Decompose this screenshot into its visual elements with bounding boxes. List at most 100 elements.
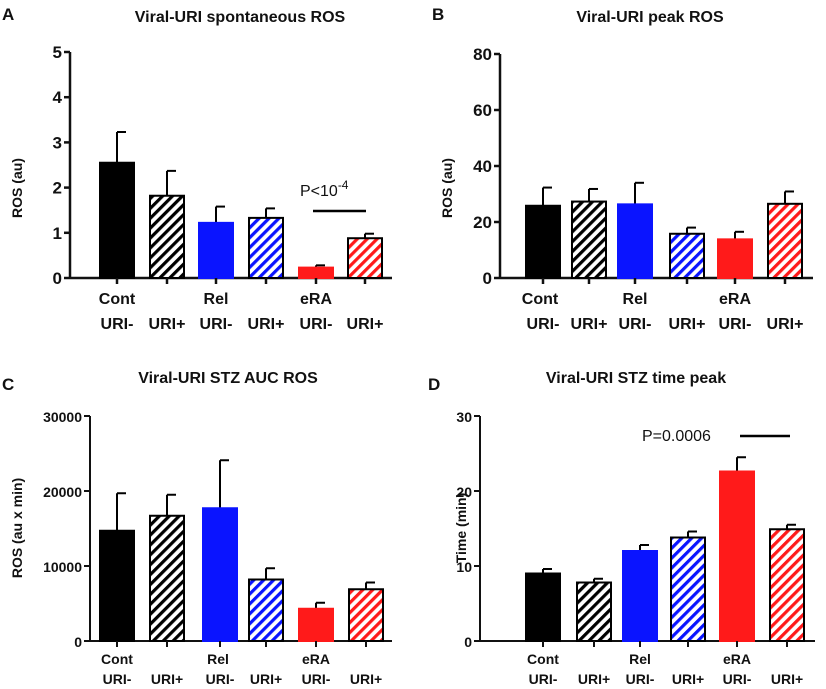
x-tick-label: URI+ [347,316,384,333]
p-value-text: P<10 [300,183,338,200]
bar [525,572,561,642]
y-tick-label: 60 [473,101,492,120]
y-tick-label: 30000 [43,409,82,425]
significance-label: P=0.0006 [642,428,711,445]
x-tick-label: URI+ [350,671,382,687]
x-tick-label: URI+ [248,316,285,333]
x-tick-label: URI- [200,316,233,333]
bar [347,237,383,279]
plot-area: 0 20 40 60 80 URI- URI+ URI- URI+ URI- URI+ Cont Rel… [473,45,813,333]
bar [622,550,658,642]
y-tick-label: 1 [53,224,62,243]
panel-c: C Viral-URI STZ AUC ROS ROS (au x min) 0… [2,370,392,687]
panel-label: D [428,375,440,394]
bar [99,529,135,642]
p-value-exponent: -4 [338,178,349,192]
bar [348,588,384,642]
plot-area: 0 1 2 3 4 5 URI- URI+ URI- URI+ URI- URI+ Cont Rel eRA… [53,43,392,333]
group-label: eRA [302,651,330,667]
x-tick-label: URI+ [149,316,186,333]
y-tick-label: 80 [473,45,492,64]
chart-title: Viral-URI spontaneous ROS [135,9,346,26]
y-tick-label: 10000 [43,559,82,575]
y-axis-label: ROS (au x min) [9,478,25,578]
plot-area: 0 10000 20000 30000 URI- URI+ URI- URI+ URI- URI+… [43,409,392,687]
x-tick-label: URI- [206,671,235,687]
y-tick-label: 2 [53,179,62,198]
y-tick-label: 0 [74,634,82,650]
bar [149,514,185,642]
panel-d: D Viral-URI STZ time peak Time (min) 0 10… [428,370,815,687]
y-tick-label: 5 [53,43,62,62]
y-tick-label: 4 [53,88,63,107]
bar [717,238,753,279]
group-label: Rel [623,291,648,308]
bar [298,266,334,280]
group-label: eRA [723,651,751,667]
x-tick-label: URI+ [250,671,282,687]
y-axis-label: Time (min) [453,493,469,564]
group-label: Rel [207,651,229,667]
x-tick-label: URI+ [771,671,803,687]
bar [248,578,284,642]
bar [767,202,803,279]
x-tick-label: URI- [626,671,655,687]
y-tick-label: 3 [53,133,62,152]
x-tick-label: URI- [302,671,331,687]
panel-b: B Viral-URI peak ROS ROS (au) 0 20 40 60 80 U… [432,5,813,333]
x-tick-label: URI+ [578,671,610,687]
group-label: eRA [719,291,751,308]
chart-title: Viral-URI STZ AUC ROS [138,370,318,387]
x-tick-label: URI+ [151,671,183,687]
bar [617,203,653,279]
y-tick-label: 10 [456,559,472,575]
group-label: Cont [527,651,559,667]
x-tick-label: URI+ [767,316,804,333]
plot-area: 0 10 20 30 URI- URI+ URI- URI+ URI- URI+ Cont Rel eR… [456,409,815,687]
x-tick-label: URI+ [571,316,608,333]
panel-label: A [2,5,14,24]
bar [576,581,612,642]
x-tick-label: URI+ [669,316,706,333]
group-label: Rel [204,291,229,308]
y-tick-label: 0 [464,634,472,650]
x-tick-label: URI- [103,671,132,687]
bar [669,232,705,279]
group-label: Cont [522,291,559,308]
x-tick-label: URI- [529,671,558,687]
chart-title: Viral-URI STZ time peak [546,370,726,387]
y-axis-label: ROS (au) [439,158,455,218]
x-tick-label: URI- [101,316,134,333]
bar [571,200,607,279]
group-label: Cont [101,651,133,667]
y-tick-label: 30 [456,409,472,425]
panel-label: B [432,5,444,24]
bar [769,528,805,642]
bar [202,507,238,642]
y-tick-label: 0 [53,269,62,288]
y-tick-label: 20000 [43,484,82,500]
panel-a: A Viral-URI spontaneous ROS ROS (au) 0 1 2… [2,5,392,333]
x-tick-label: URI- [300,316,333,333]
chart-title: Viral-URI peak ROS [576,9,724,26]
y-tick-label: 40 [473,157,492,176]
bar [525,204,561,279]
bar [719,470,755,642]
x-tick-label: URI- [619,316,652,333]
bar [248,216,284,280]
y-tick-label: 20 [456,484,472,500]
x-tick-label: URI+ [672,671,704,687]
x-tick-label: URI- [719,316,752,333]
bar [198,221,234,280]
group-label: Cont [99,291,136,308]
y-tick-label: 20 [473,213,492,232]
significance-label: P<10-4 [300,178,349,200]
y-axis-label: ROS (au) [9,158,25,218]
p-value-text: P=0.0006 [642,428,711,445]
group-label: eRA [300,291,332,308]
x-tick-label: URI- [723,671,752,687]
bar [670,536,706,642]
bar [149,194,185,279]
bar [99,161,135,280]
